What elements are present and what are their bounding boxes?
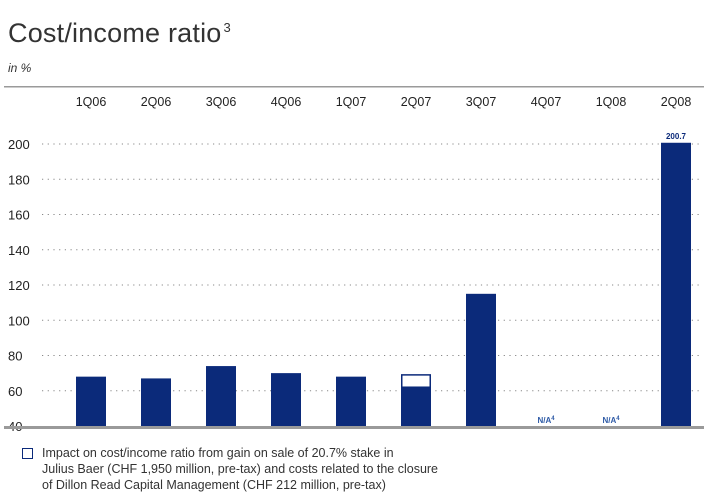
value-data-label: 200.7 bbox=[666, 132, 687, 141]
legend-line-3: of Dillon Read Capital Management (CHF 2… bbox=[42, 478, 386, 492]
x-axis-line bbox=[4, 426, 704, 429]
na-data-label: N/A4 bbox=[537, 416, 555, 425]
x-tick-label: 1Q06 bbox=[76, 95, 107, 109]
legend-line-1: Impact on cost/income ratio from gain on… bbox=[42, 446, 394, 460]
title-footnote: 3 bbox=[223, 20, 231, 35]
na-data-label: N/A4 bbox=[602, 416, 620, 425]
y-tick-label: 160 bbox=[8, 208, 30, 223]
y-tick-label: 60 bbox=[8, 384, 22, 399]
x-tick-label: 1Q07 bbox=[336, 95, 367, 109]
x-tick-label: 2Q07 bbox=[401, 95, 432, 109]
bar bbox=[141, 378, 171, 426]
y-tick-label: 180 bbox=[8, 172, 30, 187]
legend-text: Impact on cost/income ratio from gain on… bbox=[42, 445, 682, 493]
legend-hollow-square-icon bbox=[22, 448, 33, 459]
impact-segment bbox=[401, 374, 431, 388]
x-tick-label: 2Q06 bbox=[141, 95, 172, 109]
x-tick-label: 4Q06 bbox=[271, 95, 302, 109]
legend-line-2: Julius Baer (CHF 1,950 million, pre-tax)… bbox=[42, 462, 439, 476]
bar bbox=[206, 366, 236, 426]
bar bbox=[76, 376, 106, 426]
bar bbox=[401, 387, 431, 426]
top-rule bbox=[4, 86, 704, 88]
x-tick-label: 1Q08 bbox=[596, 95, 627, 109]
chart-title: Cost/income ratio 3 bbox=[8, 18, 231, 48]
x-tick-label: 4Q07 bbox=[531, 95, 562, 109]
bar bbox=[661, 142, 691, 427]
bar bbox=[271, 373, 301, 426]
chart-subtitle: in % bbox=[8, 61, 32, 75]
bar bbox=[466, 293, 496, 426]
y-tick-label: 120 bbox=[8, 278, 30, 293]
y-tick-label: 100 bbox=[8, 313, 30, 328]
y-tick-label: 200 bbox=[8, 137, 30, 152]
chart-canvas: 4060801001201401601802001Q062Q063Q064Q06… bbox=[4, 86, 704, 434]
y-tick-label: 80 bbox=[8, 349, 22, 364]
y-tick-label: 140 bbox=[8, 243, 30, 258]
x-tick-label: 3Q07 bbox=[466, 95, 497, 109]
x-tick-label: 3Q06 bbox=[206, 95, 237, 109]
x-tick-label: 2Q08 bbox=[661, 95, 692, 109]
bar bbox=[336, 376, 366, 426]
